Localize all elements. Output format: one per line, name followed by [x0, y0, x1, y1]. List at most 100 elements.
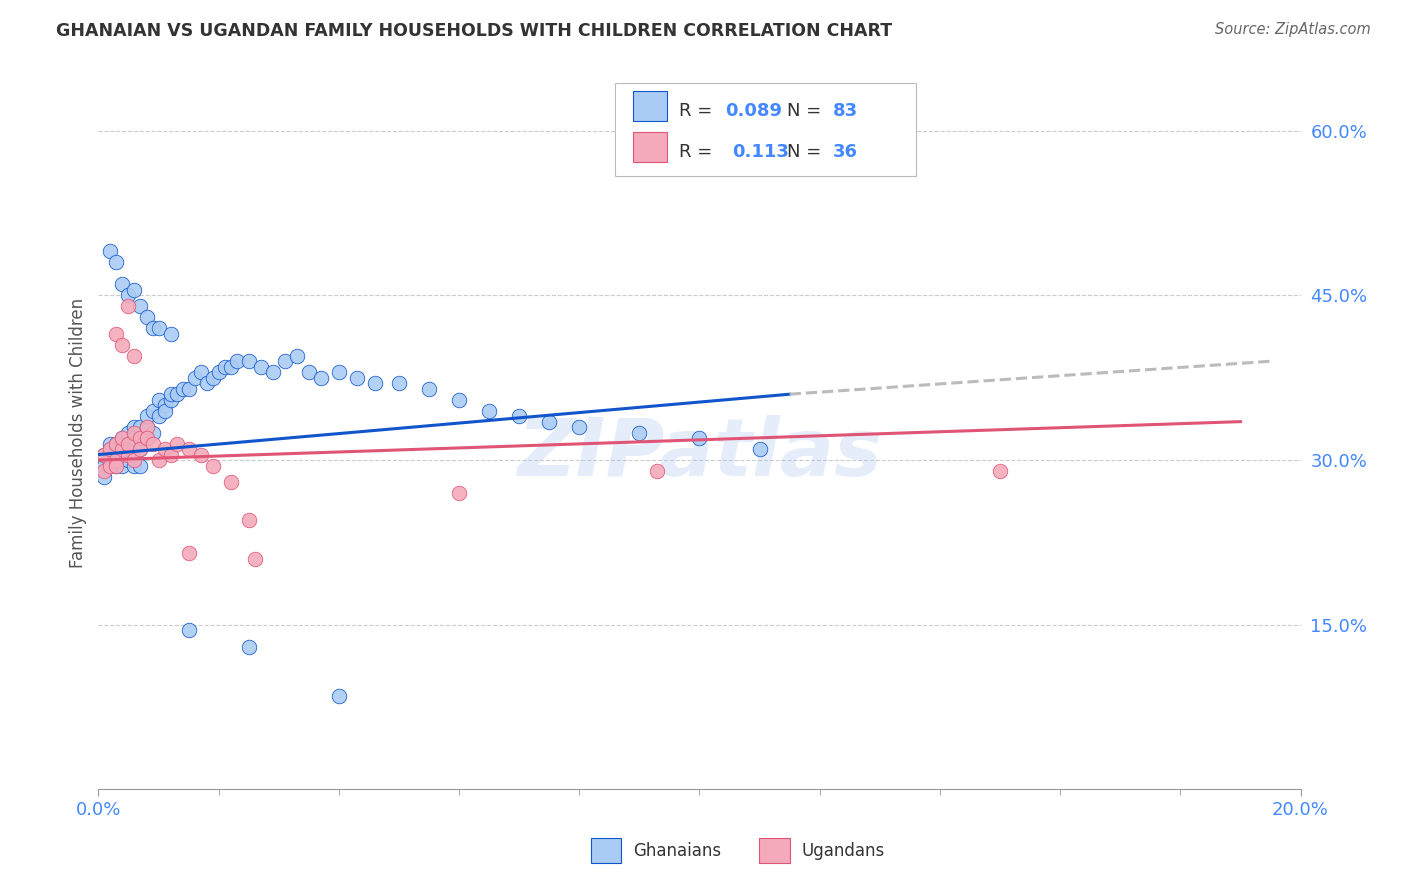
Point [447, 486, 470, 500]
Point [111, 277, 134, 292]
Point [141, 403, 163, 417]
Point [124, 420, 146, 434]
Point [166, 436, 188, 450]
Point [129, 299, 152, 313]
Point [177, 624, 200, 638]
Point [148, 321, 170, 335]
Point [93, 464, 115, 478]
Y-axis label: Family Households with Children: Family Households with Children [69, 298, 87, 567]
Point [309, 370, 332, 384]
Point [105, 255, 128, 269]
Point [568, 420, 591, 434]
Point [111, 458, 134, 473]
Point [135, 310, 157, 325]
Point [93, 458, 115, 473]
Point [105, 442, 128, 456]
Point [93, 448, 115, 462]
Point [117, 448, 139, 462]
Point [129, 442, 152, 456]
Point [135, 420, 157, 434]
Point [201, 370, 224, 384]
Point [117, 436, 139, 450]
Point [129, 458, 152, 473]
Point [93, 469, 115, 483]
Point [628, 425, 651, 440]
Point [688, 431, 710, 445]
Point [238, 354, 260, 368]
Point [111, 338, 134, 352]
Point [190, 448, 212, 462]
Point [105, 453, 128, 467]
Point [478, 403, 501, 417]
Point [538, 415, 561, 429]
Point [141, 425, 163, 440]
Point [135, 431, 157, 445]
Text: 0.113: 0.113 [733, 144, 789, 161]
FancyBboxPatch shape [633, 91, 666, 120]
Point [225, 354, 247, 368]
Point [208, 365, 231, 379]
Point [100, 458, 122, 473]
Point [177, 382, 200, 396]
Point [238, 513, 260, 527]
Text: R =: R = [679, 103, 718, 120]
FancyBboxPatch shape [616, 83, 915, 176]
Point [214, 359, 236, 374]
Text: R =: R = [679, 144, 724, 161]
Point [117, 288, 139, 302]
Point [105, 458, 128, 473]
Point [100, 436, 122, 450]
Point [124, 431, 146, 445]
Point [153, 442, 176, 456]
Point [129, 420, 152, 434]
FancyBboxPatch shape [633, 132, 666, 161]
Point [148, 453, 170, 467]
Point [124, 442, 146, 456]
Point [105, 326, 128, 341]
Point [262, 365, 284, 379]
Point [100, 442, 122, 456]
Point [219, 359, 242, 374]
Point [328, 689, 350, 703]
Point [124, 283, 146, 297]
Point [111, 448, 134, 462]
Point [105, 458, 128, 473]
Text: 36: 36 [832, 144, 858, 161]
Point [129, 442, 152, 456]
Point [124, 349, 146, 363]
Point [388, 376, 411, 391]
Point [243, 552, 266, 566]
Point [153, 403, 176, 417]
Point [195, 376, 218, 391]
Point [346, 370, 368, 384]
Point [159, 448, 181, 462]
Text: Ugandans: Ugandans [801, 842, 884, 860]
Point [124, 425, 146, 440]
Point [364, 376, 387, 391]
Point [105, 453, 128, 467]
Point [183, 370, 205, 384]
Point [418, 382, 440, 396]
Point [124, 458, 146, 473]
Point [135, 431, 157, 445]
Text: GHANAIAN VS UGANDAN FAMILY HOUSEHOLDS WITH CHILDREN CORRELATION CHART: GHANAIAN VS UGANDAN FAMILY HOUSEHOLDS WI… [56, 22, 893, 40]
Point [249, 359, 271, 374]
Text: 83: 83 [832, 103, 858, 120]
Point [100, 453, 122, 467]
Point [117, 425, 139, 440]
Point [117, 299, 139, 313]
Point [124, 453, 146, 467]
Point [141, 321, 163, 335]
Text: 0.089: 0.089 [724, 103, 782, 120]
Point [201, 458, 224, 473]
Point [166, 387, 188, 401]
Point [148, 392, 170, 407]
Point [159, 326, 181, 341]
Point [159, 392, 181, 407]
Point [111, 431, 134, 445]
Text: N =: N = [787, 144, 827, 161]
Point [190, 365, 212, 379]
Point [647, 464, 669, 478]
Point [447, 392, 470, 407]
Point [100, 442, 122, 456]
